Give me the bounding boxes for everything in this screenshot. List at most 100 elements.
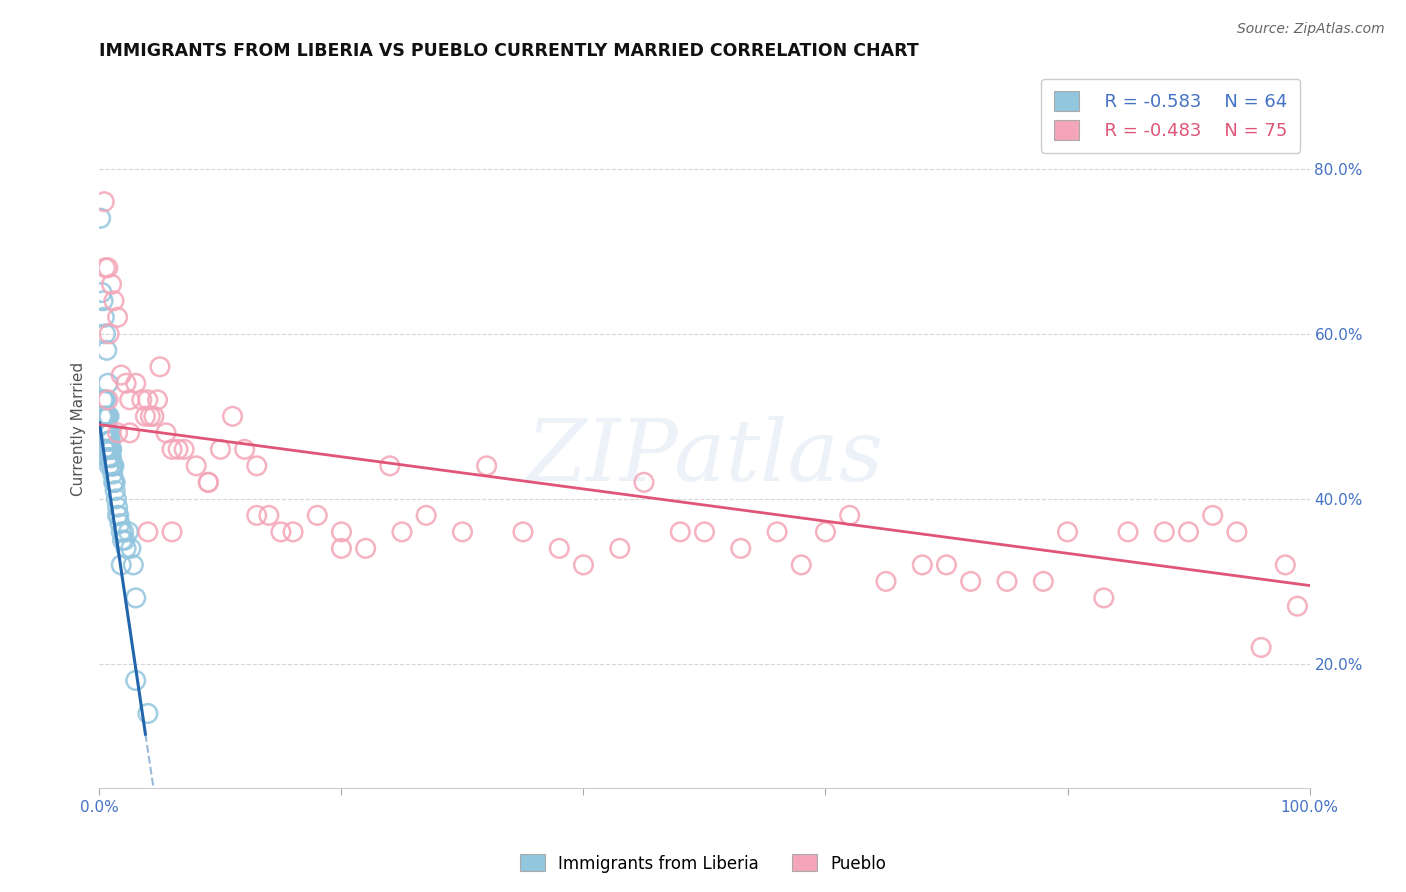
Point [548, 541, 571, 556]
Point [136, 392, 159, 407]
Point [96, 442, 118, 457]
Point [1116, 524, 1139, 539]
Point [257, 508, 280, 523]
Point [107, 508, 129, 523]
Point [131, 392, 153, 407]
Point [995, 574, 1018, 589]
Point [98, 434, 121, 448]
Point [91, 293, 114, 308]
Point [101, 458, 124, 473]
Point [110, 368, 132, 382]
Point [149, 359, 172, 374]
Point [959, 574, 981, 589]
Point [115, 541, 138, 556]
Point [1250, 640, 1272, 655]
Point [90, 285, 112, 300]
Point [96, 409, 118, 424]
Point [1177, 524, 1199, 539]
Point [100, 442, 122, 457]
Point [98, 442, 121, 457]
Point [93, 392, 115, 407]
Point [103, 475, 125, 490]
Point [669, 524, 692, 539]
Point [609, 541, 631, 556]
Y-axis label: Currently Married: Currently Married [72, 361, 86, 496]
Point [935, 558, 957, 572]
Point [101, 458, 124, 473]
Point [94, 442, 117, 457]
Point [96, 425, 118, 440]
Point [93, 425, 115, 440]
Point [93, 194, 115, 209]
Point [93, 409, 115, 424]
Point [146, 392, 169, 407]
Point [94, 425, 117, 440]
Point [233, 442, 256, 457]
Point [475, 458, 498, 473]
Point [103, 293, 125, 308]
Point [107, 500, 129, 515]
Point [94, 392, 117, 407]
Point [281, 524, 304, 539]
Point [790, 558, 813, 572]
Point [98, 434, 121, 448]
Point [814, 524, 837, 539]
Point [94, 260, 117, 275]
Point [98, 425, 121, 440]
Point [97, 450, 120, 465]
Point [98, 442, 121, 457]
Point [122, 558, 145, 572]
Point [111, 533, 134, 548]
Legend:   R = -0.583    N = 64,   R = -0.483    N = 75: R = -0.583 N = 64, R = -0.483 N = 75 [1040, 78, 1301, 153]
Point [330, 524, 353, 539]
Point [101, 467, 124, 482]
Point [875, 574, 897, 589]
Point [97, 425, 120, 440]
Point [110, 558, 132, 572]
Point [104, 483, 127, 498]
Point [96, 343, 118, 358]
Point [838, 508, 860, 523]
Point [766, 524, 789, 539]
Point [1092, 591, 1115, 605]
Point [246, 458, 269, 473]
Point [572, 558, 595, 572]
Point [98, 450, 121, 465]
Point [186, 458, 208, 473]
Point [1056, 524, 1078, 539]
Point [91, 392, 114, 407]
Legend: Immigrants from Liberia, Pueblo: Immigrants from Liberia, Pueblo [513, 847, 893, 880]
Point [90, 211, 112, 226]
Point [91, 409, 114, 424]
Point [451, 524, 474, 539]
Point [91, 425, 114, 440]
Point [118, 425, 141, 440]
Point [139, 409, 162, 424]
Point [97, 434, 120, 448]
Point [100, 442, 122, 457]
Point [221, 409, 243, 424]
Point [197, 475, 219, 490]
Point [167, 442, 190, 457]
Point [197, 475, 219, 490]
Point [97, 409, 120, 424]
Point [155, 425, 177, 440]
Point [512, 524, 534, 539]
Point [97, 392, 120, 407]
Point [97, 376, 120, 391]
Point [115, 376, 138, 391]
Point [415, 508, 437, 523]
Point [100, 450, 122, 465]
Point [125, 591, 148, 605]
Point [160, 442, 183, 457]
Point [246, 508, 269, 523]
Point [307, 508, 329, 523]
Point [98, 409, 121, 424]
Point [105, 491, 128, 506]
Point [110, 524, 132, 539]
Point [108, 516, 131, 531]
Point [354, 541, 377, 556]
Point [209, 442, 232, 457]
Point [100, 458, 122, 473]
Point [103, 475, 125, 490]
